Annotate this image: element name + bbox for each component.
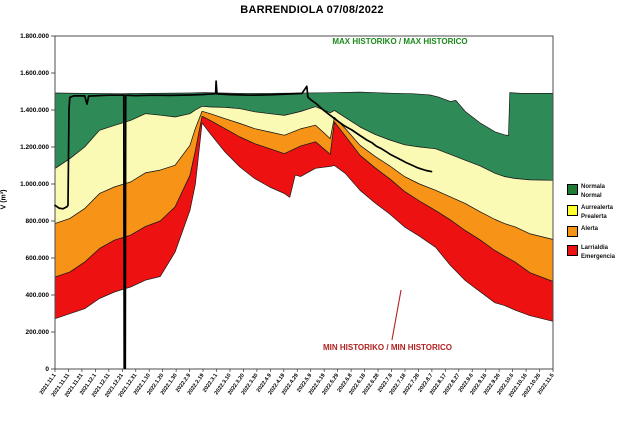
legend-item-larrialdia: Larrialdia Emergencia bbox=[567, 244, 624, 261]
y-tick-label: 400.000 bbox=[26, 292, 50, 299]
legend-label: Alerta bbox=[581, 226, 599, 232]
max-historico-label: MAX HISTORIKO / MAX HISTORICO bbox=[332, 37, 468, 46]
y-tick-label: 800.000 bbox=[26, 218, 50, 225]
legend-item-normala: Normala Normal bbox=[567, 183, 624, 200]
legend-label: Aurrealerta bbox=[581, 205, 614, 211]
legend-label: Normala bbox=[581, 184, 606, 190]
volume-line bbox=[54, 80, 433, 369]
larrialdia-swatch bbox=[567, 245, 578, 256]
min-leader-line bbox=[391, 289, 402, 341]
legend-label: Normal bbox=[581, 192, 602, 199]
legend-label: Prealerta bbox=[581, 213, 607, 220]
legend-label: Emergencia bbox=[581, 253, 616, 260]
y-tick-label: 1.400.000 bbox=[20, 107, 49, 114]
y-tick-label: 1.600.000 bbox=[20, 70, 49, 77]
y-tick-label: 200.000 bbox=[26, 329, 50, 336]
normala-swatch bbox=[567, 184, 578, 195]
aurrealerta-swatch bbox=[567, 205, 578, 216]
y-tick-label: 600.000 bbox=[26, 255, 50, 262]
y-tick-label: 0 bbox=[45, 366, 49, 373]
plot-frame bbox=[54, 35, 554, 370]
y-tick-label: 1.000.000 bbox=[20, 181, 49, 188]
chart-title: BARRENDIOLA 07/08/2022 bbox=[240, 4, 384, 16]
legend: Normala Normal Aurrealerta Prealerta Ale… bbox=[567, 183, 624, 265]
legend-label: Larrialdia bbox=[581, 245, 609, 251]
min-historico-label: MIN HISTORIKO / MIN HISTORICO bbox=[322, 343, 453, 352]
legend-item-alerta: Alerta bbox=[567, 225, 624, 237]
y-tick-label: 1.200.000 bbox=[20, 144, 49, 151]
band-larrialdia bbox=[54, 115, 554, 322]
legend-item-aurrealerta: Aurrealerta Prealerta bbox=[567, 204, 624, 221]
y-tick-label: 1.800.000 bbox=[20, 33, 49, 40]
alerta-swatch bbox=[567, 226, 578, 237]
